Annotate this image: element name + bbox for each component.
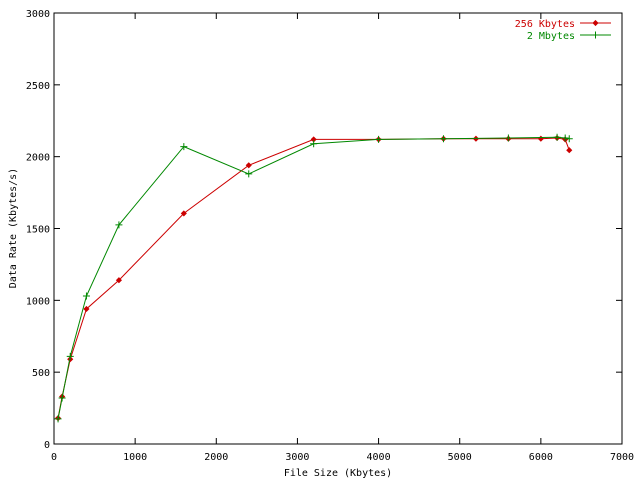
x-axis-label: File Size (Kbytes) bbox=[284, 468, 392, 479]
legend-label: 256 Kbytes bbox=[515, 19, 575, 30]
y-tick-label: 0 bbox=[44, 440, 50, 451]
data-point bbox=[245, 162, 252, 169]
data-point bbox=[310, 140, 318, 148]
data-point bbox=[82, 292, 90, 300]
legend-marker bbox=[592, 31, 599, 39]
data-point bbox=[245, 170, 253, 178]
y-tick-label: 2500 bbox=[26, 81, 50, 92]
data-point bbox=[565, 135, 573, 143]
data-point bbox=[58, 394, 66, 402]
y-tick-label: 1500 bbox=[26, 225, 50, 236]
data-point bbox=[115, 277, 122, 284]
data-point bbox=[115, 221, 123, 229]
x-tick-label: 2000 bbox=[204, 452, 228, 463]
series-layer bbox=[54, 133, 573, 423]
series-line bbox=[57, 137, 570, 419]
x-tick-label: 0 bbox=[51, 452, 57, 463]
x-axis-ticks: 0 1000 2000 3000 4000 5000 6000 7000 bbox=[51, 13, 634, 463]
y-tick-label: 2000 bbox=[26, 153, 50, 164]
data-point bbox=[83, 305, 90, 313]
data-point bbox=[553, 133, 561, 141]
x-tick-label: 7000 bbox=[610, 452, 634, 463]
data-point bbox=[180, 143, 188, 151]
data-point bbox=[439, 135, 447, 143]
series-1 bbox=[54, 133, 573, 423]
data-point bbox=[54, 415, 62, 423]
legend-marker bbox=[592, 19, 599, 27]
data-point bbox=[375, 135, 383, 143]
plot-area-frame bbox=[53, 12, 623, 445]
y-tick-label: 1000 bbox=[26, 296, 50, 307]
series-0 bbox=[54, 134, 573, 422]
data-point bbox=[504, 134, 512, 142]
series-line bbox=[57, 136, 570, 419]
x-tick-label: 5000 bbox=[448, 452, 472, 463]
x-tick-label: 1000 bbox=[123, 452, 147, 463]
data-point bbox=[66, 352, 74, 360]
legend-label: 2 Mbytes bbox=[527, 31, 575, 42]
y-axis-ticks: 0 500 1000 1500 2000 2500 3000 bbox=[26, 9, 622, 451]
x-tick-label: 4000 bbox=[367, 452, 391, 463]
data-point bbox=[180, 210, 187, 217]
x-tick-label: 3000 bbox=[285, 452, 309, 463]
y-tick-label: 500 bbox=[32, 368, 50, 379]
y-tick-label: 3000 bbox=[26, 9, 50, 20]
data-point bbox=[537, 135, 544, 142]
data-point bbox=[566, 147, 573, 154]
x-tick-label: 6000 bbox=[529, 452, 553, 463]
y-axis-label: Data Rate (Kbytes/s) bbox=[8, 168, 19, 288]
data-point bbox=[561, 134, 569, 142]
